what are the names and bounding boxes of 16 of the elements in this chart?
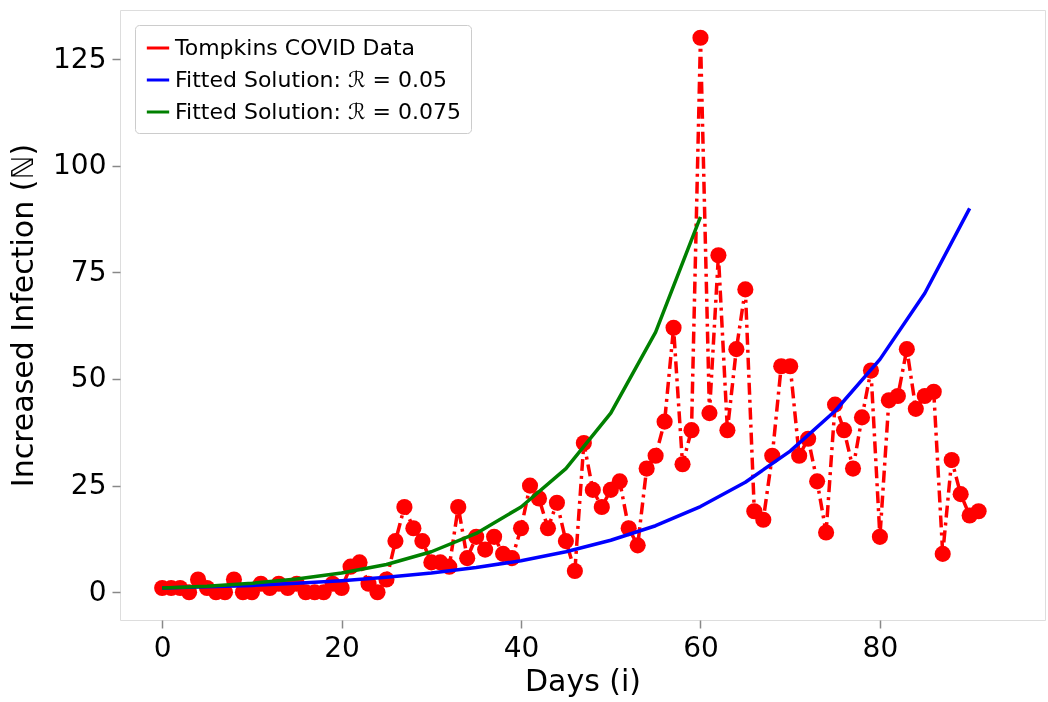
x-axis-title: Days (i) [524,662,642,698]
x-tick-label: 40 [503,630,540,664]
legend-label: Fitted Solution: ℛ = 0.05 [175,67,447,92]
legend-label: Fitted Solution: ℛ = 0.075 [175,99,461,124]
y-tick-label: 0 [88,574,107,608]
y-tick-label: 75 [70,254,107,288]
y-axis-title: Increased Infection (ℕ) [5,143,41,488]
y-tick-label: 25 [70,468,107,502]
y-tick-label: 125 [53,41,107,75]
x-tick-label: 80 [862,630,899,664]
legend-label: Tompkins COVID Data [174,35,416,60]
x-tick-label: 20 [324,630,360,664]
x-tick-label: 60 [683,630,719,664]
x-tick-label: 0 [153,630,172,664]
y-tick-label: 100 [53,148,107,182]
y-tick-label: 50 [70,361,107,395]
